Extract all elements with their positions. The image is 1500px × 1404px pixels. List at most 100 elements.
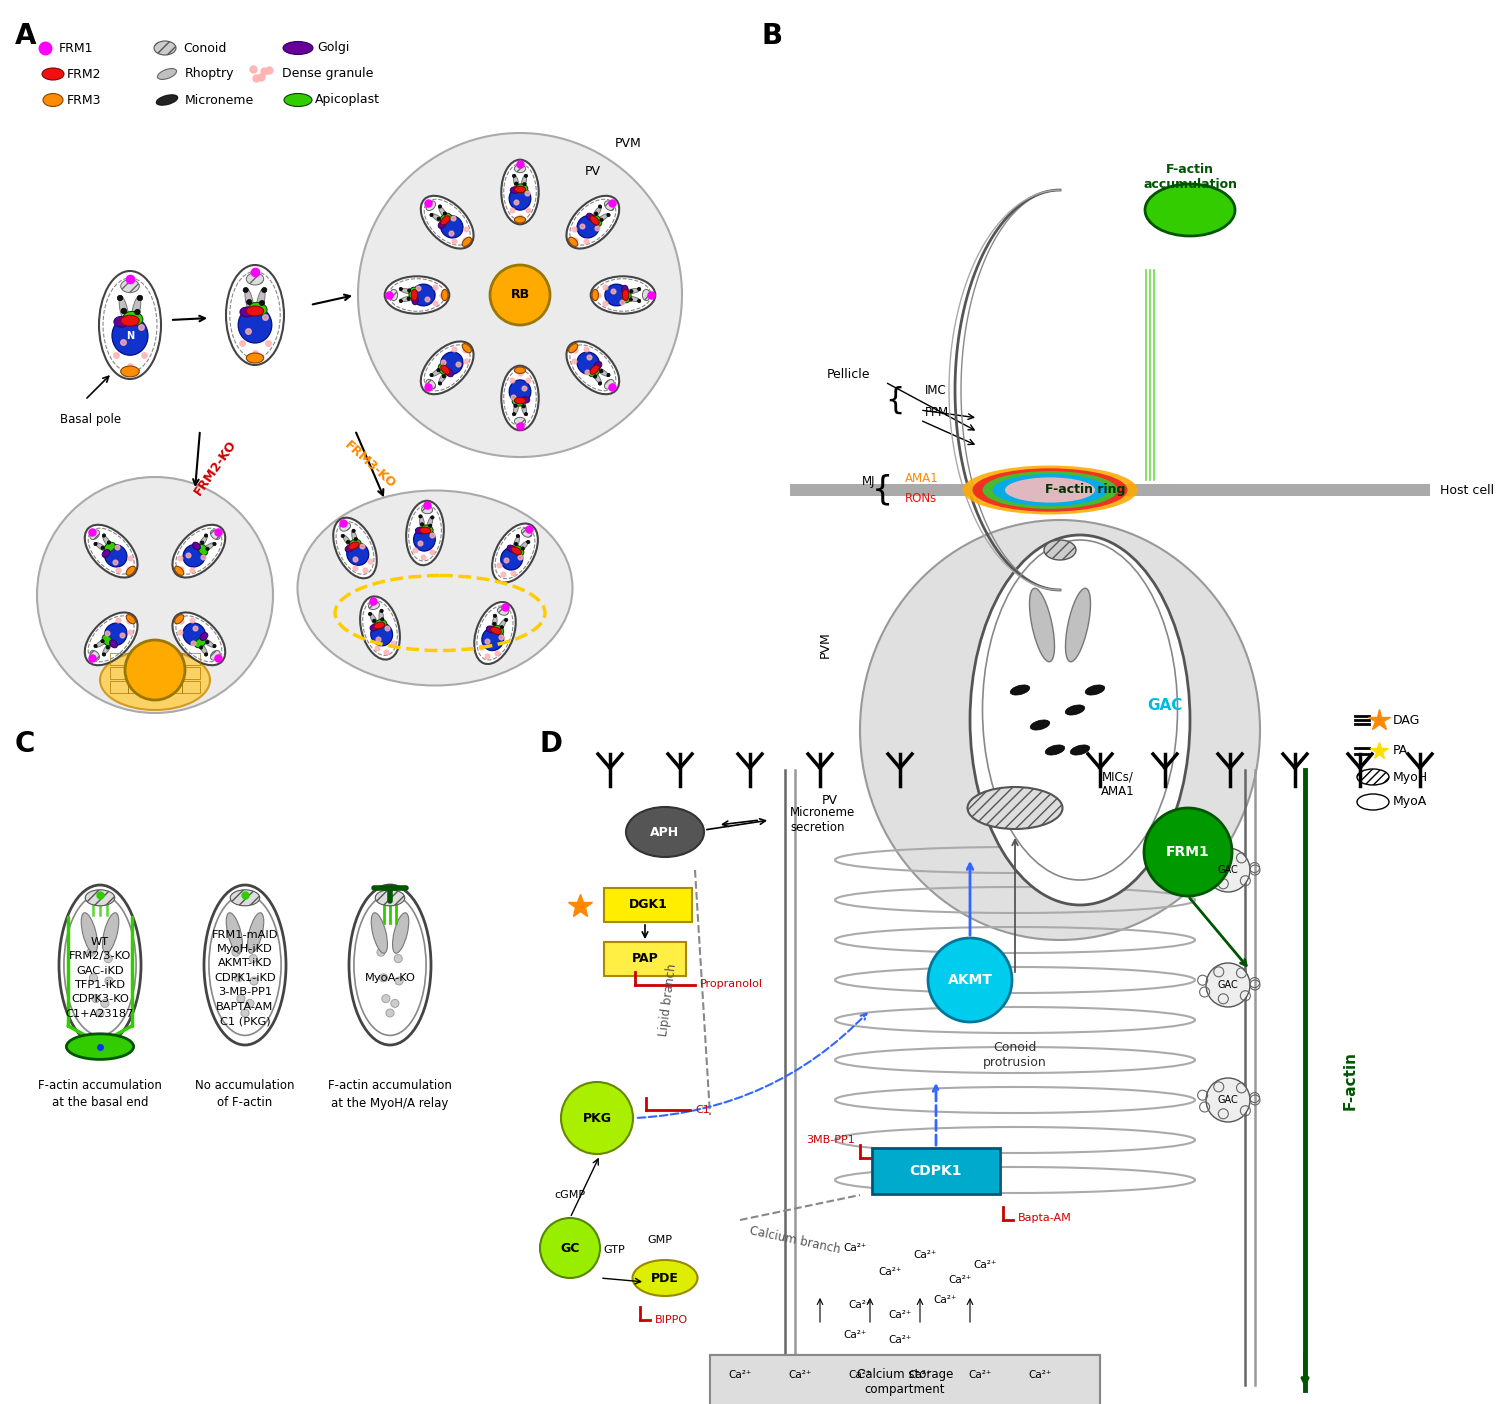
Text: A: A [15,22,36,51]
Ellipse shape [210,650,220,660]
Text: Pellicle: Pellicle [827,368,870,382]
Ellipse shape [340,522,351,531]
Ellipse shape [592,371,602,383]
Circle shape [1206,848,1249,892]
Circle shape [124,640,184,701]
Ellipse shape [380,609,384,612]
Ellipse shape [112,316,148,355]
Ellipse shape [578,215,600,239]
Ellipse shape [501,160,538,225]
Ellipse shape [381,618,384,621]
Ellipse shape [513,399,519,416]
Ellipse shape [430,213,433,216]
Ellipse shape [123,312,142,326]
Ellipse shape [438,364,448,375]
Text: CDPK1: CDPK1 [909,1164,963,1178]
Text: Propranolol: Propranolol [700,979,764,988]
Ellipse shape [429,524,432,528]
Text: F-actin
accumulation: F-actin accumulation [1143,163,1238,191]
Ellipse shape [438,205,441,208]
Ellipse shape [384,277,450,313]
Ellipse shape [251,977,258,986]
Text: Golgi: Golgi [316,42,350,55]
Ellipse shape [102,913,118,953]
Circle shape [1206,963,1249,1007]
Ellipse shape [42,67,64,80]
Ellipse shape [638,299,640,303]
Ellipse shape [156,95,177,105]
Ellipse shape [246,352,264,364]
Bar [182,653,200,665]
Bar [110,653,128,665]
Ellipse shape [399,299,402,303]
Ellipse shape [594,375,597,378]
Ellipse shape [441,216,450,225]
Ellipse shape [114,316,129,327]
Ellipse shape [963,466,1137,514]
Ellipse shape [526,541,530,543]
Text: FRM3-KO: FRM3-KO [342,439,398,491]
Text: PV: PV [585,166,602,178]
Ellipse shape [420,522,423,526]
Ellipse shape [195,637,206,647]
Ellipse shape [183,623,206,646]
Text: C1: C1 [694,1105,709,1115]
Ellipse shape [512,397,524,406]
Ellipse shape [106,541,111,545]
Ellipse shape [419,515,422,518]
Ellipse shape [590,216,598,225]
Ellipse shape [490,628,501,635]
Text: GAC: GAC [1218,1095,1239,1105]
Ellipse shape [256,289,265,313]
Ellipse shape [438,371,448,383]
Ellipse shape [514,397,525,404]
Ellipse shape [859,519,1260,941]
Ellipse shape [246,272,264,285]
Ellipse shape [608,213,610,216]
Circle shape [561,1082,633,1154]
Text: Lipid branch: Lipid branch [657,963,680,1038]
Ellipse shape [232,948,240,956]
Text: DGK1: DGK1 [628,899,668,911]
Ellipse shape [102,549,110,557]
Ellipse shape [105,542,116,552]
Ellipse shape [594,362,602,369]
Ellipse shape [201,541,204,545]
Text: FRM2-KO: FRM2-KO [192,438,238,498]
Bar [871,1148,1000,1193]
Ellipse shape [390,289,398,300]
Ellipse shape [514,542,517,546]
Ellipse shape [102,635,112,646]
Text: No accumulation
of F-actin: No accumulation of F-actin [195,1080,294,1109]
Text: FRM1: FRM1 [1166,845,1210,859]
Ellipse shape [512,546,522,555]
Ellipse shape [411,289,417,300]
Text: F-actin accumulation
at the basal end: F-actin accumulation at the basal end [38,1080,162,1109]
Text: WT
FRM2/3-KO
GAC-iKD
TFP1-iKD
CDPK3-KO
C1+A23187: WT FRM2/3-KO GAC-iKD TFP1-iKD CDPK3-KO C… [66,936,134,1019]
Ellipse shape [604,201,613,211]
Text: GAC: GAC [1218,865,1239,875]
Ellipse shape [972,469,1128,511]
Bar [604,887,692,922]
Text: Conoid
protrusion: Conoid protrusion [982,1040,1047,1068]
Ellipse shape [1065,588,1090,661]
Bar [110,667,128,680]
Text: APH: APH [651,826,680,838]
Ellipse shape [154,41,176,55]
Ellipse shape [514,187,525,192]
Ellipse shape [369,612,372,615]
Ellipse shape [360,597,401,660]
Ellipse shape [586,213,594,220]
Circle shape [1206,1078,1249,1122]
Text: F-actin: F-actin [1342,1050,1358,1109]
Ellipse shape [94,542,110,552]
Ellipse shape [237,994,244,1002]
Ellipse shape [244,289,254,313]
Ellipse shape [120,279,140,292]
Ellipse shape [514,216,525,223]
Text: Ca²⁺: Ca²⁺ [789,1370,812,1380]
Bar [110,681,128,694]
Ellipse shape [100,639,104,643]
Ellipse shape [406,501,444,566]
Ellipse shape [430,515,433,519]
